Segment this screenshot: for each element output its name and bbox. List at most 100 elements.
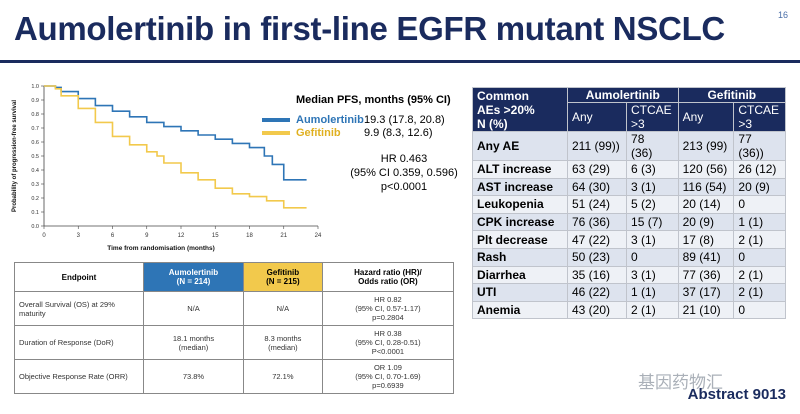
table-row: Plt decrease 47 (22) 3 (1) 17 (8) 2 (1) [472, 230, 786, 249]
y-tick-label: 0.3 [31, 182, 39, 188]
ae-aumolertinib-ctcae: 0 [626, 247, 679, 267]
ae-aumolertinib-ctcae: 6 (3) [626, 160, 679, 179]
ae-aumolertinib-ctcae: 3 (1) [626, 265, 679, 285]
ae-gefitinib-ctcae: 26 (12) [733, 160, 786, 179]
ae-aumolertinib-any: 51 (24) [566, 195, 628, 214]
table-row: AST increase 64 (30) 3 (1) 116 (54) 20 (9) [472, 177, 786, 197]
x-axis-label: Time from randomisation (months) [107, 245, 215, 252]
ae-gefitinib-any: 213 (99) [677, 131, 735, 161]
ae-gefitinib-any: 17 (8) [677, 230, 735, 249]
watermark: 基因药物汇 [638, 373, 723, 392]
ae-name: Leukopenia [472, 195, 568, 214]
ae-gefitinib-ctcae: 0 [733, 195, 786, 214]
ae-aumolertinib-ctcae: 2 (1) [626, 300, 679, 320]
legend-label-aumolertinib: Aumolertinib [296, 114, 364, 126]
hr-pvalue: p<0.0001 [380, 181, 428, 193]
ae-gefitinib-any: 120 (56) [677, 160, 735, 179]
title-rule [0, 60, 800, 63]
ae-gefitinib-any: 20 (14) [677, 195, 735, 214]
ae-header-aumolertinib: Aumolertinib [567, 87, 679, 103]
y-tick-label: 0.9 [31, 98, 39, 104]
ae-name: ALT increase [472, 160, 568, 179]
ae-gefitinib-any: 77 (36) [677, 265, 735, 285]
km-curve-gefitinib [44, 85, 307, 209]
x-tick-label: 18 [246, 233, 253, 239]
ae-gefitinib-ctcae: 2 (1) [733, 265, 786, 285]
ae-gefitinib-ctcae: 2 (1) [733, 230, 786, 249]
legend-swatch-aumolertinib [262, 118, 290, 123]
y-tick-label: 0.5 [31, 154, 39, 160]
ae-header-gefitinib: Gefitinib [677, 87, 787, 103]
ae-name: Plt decrease [472, 230, 568, 249]
ae-aumolertinib-any: 47 (22) [566, 230, 628, 249]
ae-aumolertinib-ctcae: 1 (1) [626, 283, 679, 302]
endpoint-hr: HR 0.82 (95% CI, 0.57-1.17) p=0.2804 [321, 291, 455, 326]
adverse-events-table: Common AEs >20% N (%) Aumolertinib Gefit… [472, 87, 787, 320]
hr-ci: (95% CI 0.359, 0.596) [350, 167, 458, 179]
ae-name: Rash [472, 247, 568, 267]
ae-gefitinib-ctcae: 2 (1) [733, 283, 786, 302]
ae-name: Anemia [472, 300, 568, 320]
endpoint-gefitinib: N/A [242, 291, 323, 326]
endpoint-aumolertinib: 73.8% [143, 359, 244, 394]
ae-gefitinib-any: 37 (17) [677, 283, 735, 302]
endpoint-table: Endpoint Aumolertinib (N = 214) Gefitini… [14, 262, 455, 394]
y-axis-label: Probability of progression-free survival [12, 100, 18, 212]
pfs-km-chart: 0 3 6 9 12 15 18 21 24 0.0 0.1 0.2 0.3 0.4 0.5 0.6 0.7 0.… [12, 84, 322, 252]
ae-gefitinib-ctcae: 77 (36)) [733, 131, 786, 161]
abstract-label: Abstract 9013 [687, 386, 786, 403]
x-tick-label: 9 [145, 233, 149, 239]
table-row: Leukopenia 51 (24) 5 (2) 20 (14) 0 [472, 195, 786, 214]
legend-item-aumolertinib: Aumolertinib19.3 (17.8, 20.8) [262, 114, 445, 126]
y-tick-label: 0.1 [31, 210, 39, 216]
endpoint-aumolertinib: 18.1 months (median) [143, 325, 244, 360]
endpoint-label: Overall Survival (OS) at 29% maturity [14, 291, 144, 326]
ae-header-ctcae: CTCAE >3 [733, 102, 786, 132]
ae-aumolertinib-ctcae: 5 (2) [626, 195, 679, 214]
ae-gefitinib-any: 21 (10) [677, 300, 735, 320]
y-tick-label: 0.7 [31, 126, 39, 132]
ae-aumolertinib-ctcae: 15 (7) [626, 212, 679, 232]
slide-number: 16 [777, 10, 788, 20]
table-row: ALT increase 63 (29) 6 (3) 120 (56) 26 (12) [472, 160, 786, 179]
ae-aumolertinib-any: 46 (22) [566, 283, 628, 302]
y-tick-label: 0.0 [31, 224, 39, 230]
ae-name: Any AE [472, 131, 568, 161]
header-endpoint: Endpoint [14, 262, 144, 292]
legend-title: Median PFS, months (95% CI) [296, 94, 451, 106]
y-tick-label: 1.0 [31, 84, 39, 90]
y-tick-label: 0.8 [31, 112, 39, 118]
ae-aumolertinib-any: 35 (16) [566, 265, 628, 285]
endpoint-hr: OR 1.09 (95% CI, 0.70-1.69) p=0.6939 [321, 359, 455, 394]
legend-ci-gefitinib: 9.9 (8.3, 12.6) [364, 127, 433, 139]
table-row: Any AE 211 (99)) 78 (36) 213 (99) 77 (36)) [472, 131, 786, 161]
slide-title: Aumolertinib in first-line EGFR mutant N… [14, 10, 725, 47]
ae-aumolertinib-any: 64 (30) [566, 177, 628, 197]
ae-aumolertinib-any: 50 (23) [566, 247, 628, 267]
ae-aumolertinib-ctcae: 3 (1) [626, 177, 679, 197]
ae-aumolertinib-ctcae: 3 (1) [626, 230, 679, 249]
ae-gefitinib-ctcae: 20 (9) [733, 177, 786, 197]
table-row: CPK increase 76 (36) 15 (7) 20 (9) 1 (1) [472, 212, 786, 232]
legend-ci-aumolertinib: 19.3 (17.8, 20.8) [364, 114, 445, 126]
x-tick-label: 6 [111, 233, 115, 239]
header-aumolertinib: Aumolertinib (N = 214) [143, 262, 244, 292]
ae-aumolertinib-any: 63 (29) [566, 160, 628, 179]
x-tick-label: 3 [77, 233, 81, 239]
ae-header-any: Any [566, 102, 628, 132]
table-row: Overall Survival (OS) at 29% maturity N/… [14, 291, 455, 326]
ae-header-label: Common AEs >20% N (%) [472, 87, 568, 132]
y-tick-label: 0.2 [31, 196, 39, 202]
endpoint-label: Duration of Response (DoR) [14, 325, 144, 360]
ae-gefitinib-any: 20 (9) [677, 212, 735, 232]
x-tick-label: 24 [315, 233, 322, 239]
table-row: Anemia 43 (20) 2 (1) 21 (10) 0 [472, 300, 786, 320]
x-tick-label: 12 [178, 233, 185, 239]
hr-annotation: HR 0.463 (95% CI 0.359, 0.596) p<0.0001 [330, 152, 478, 194]
legend-label-gefitinib: Gefitinib [296, 127, 341, 139]
ae-gefitinib-ctcae: 1 (1) [733, 212, 786, 232]
table-row: Diarrhea 35 (16) 3 (1) 77 (36) 2 (1) [472, 265, 786, 285]
table-row: Objective Response Rate (ORR) 73.8% 72.1… [14, 359, 455, 394]
ae-header-any: Any [677, 102, 735, 132]
ae-gefitinib-ctcae: 0 [733, 300, 786, 320]
